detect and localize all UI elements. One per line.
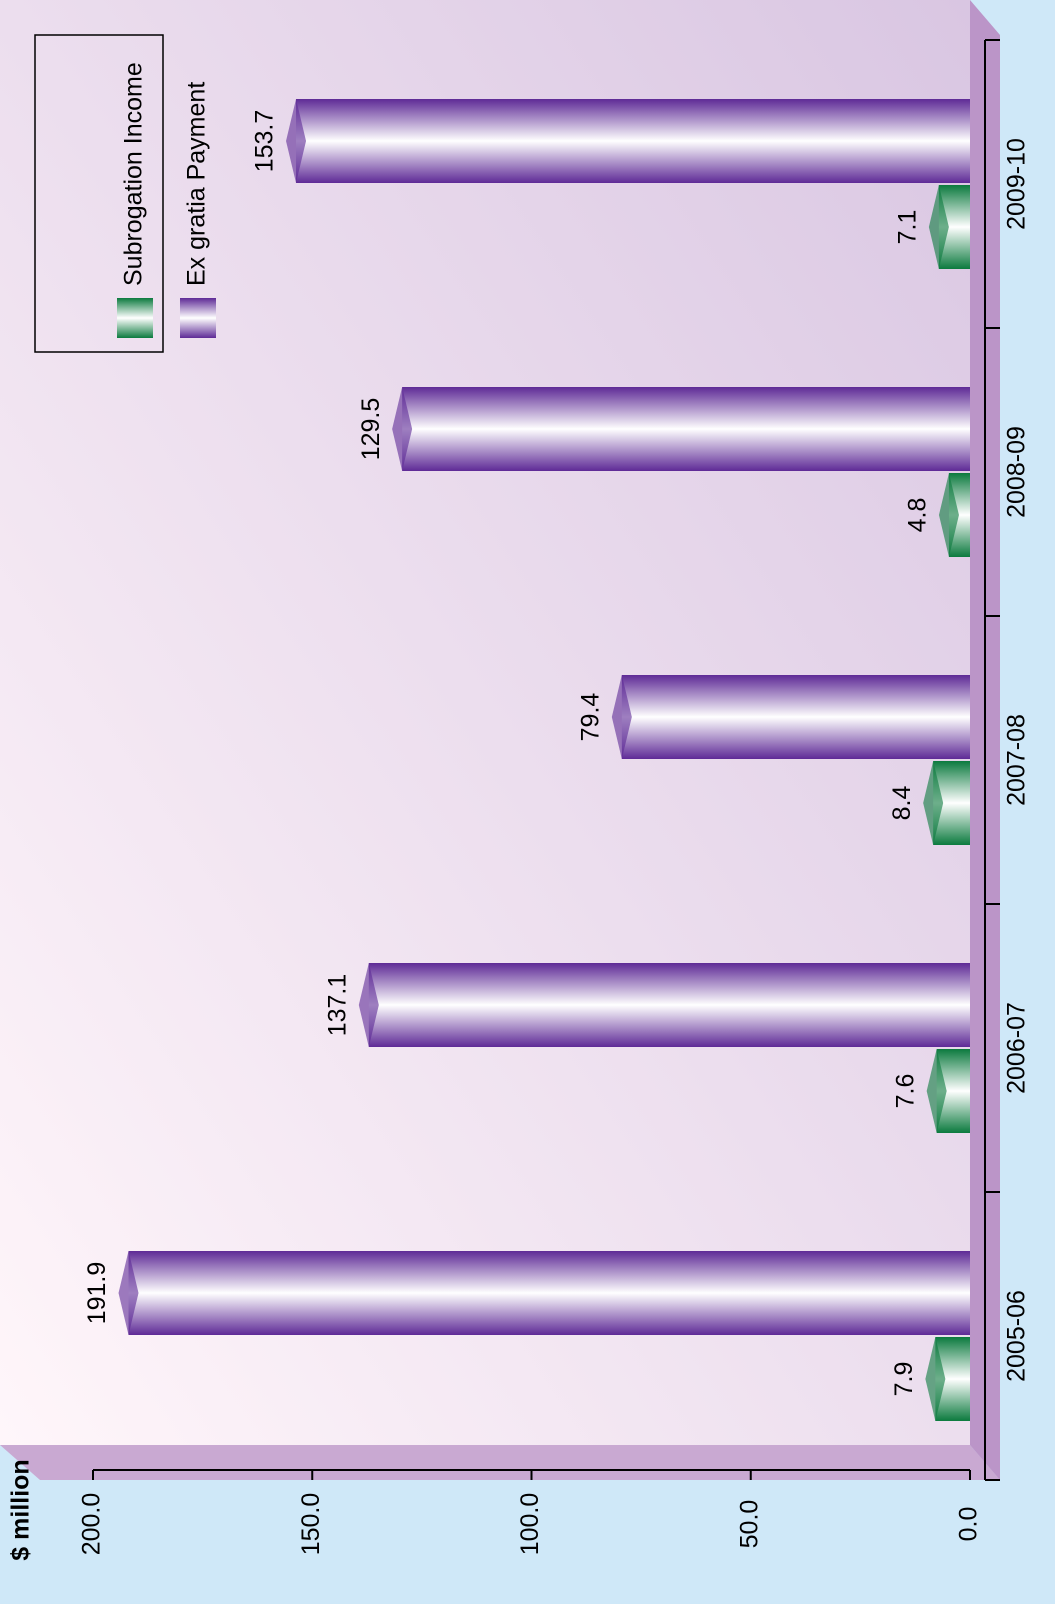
legend-label: Ex gratia Payment [183,82,211,286]
bar [402,387,970,471]
y-tick-label: 150.0 [297,1493,325,1556]
bar [938,185,971,269]
value-label: 8.4 [888,786,916,821]
bar-cap [923,761,944,845]
bar-cap [358,963,379,1047]
y-tick-label: 50.0 [735,1500,763,1549]
legend [34,34,164,353]
x-tick-label: 2006-07 [1003,1002,1031,1094]
legend-swatch [117,298,153,338]
legend-label: Subrogation Income [120,62,148,286]
back-wall [0,0,970,1445]
bar [368,963,970,1047]
value-label: 4.8 [904,498,932,533]
bar-cap [938,473,959,557]
value-label: 191.9 [83,1262,111,1325]
value-label: 137.1 [323,974,351,1037]
value-label: 153.7 [251,110,279,173]
value-label: 7.9 [890,1362,918,1397]
bar [936,1049,971,1133]
x-tick-label: 2007-08 [1003,714,1031,806]
value-label: 129.5 [357,398,385,461]
bar [621,675,970,759]
bar [948,473,971,557]
bar [933,761,971,845]
bar-cap [926,1049,947,1133]
bar-cap [392,387,413,471]
bar-cap [925,1337,946,1421]
bar-cap [928,185,949,269]
rotated-plot: $ million 0.0 50.0 100.0 150.0 200.0 2005-06 7… [0,0,1031,1561]
value-label: 7.1 [893,210,921,245]
bar [128,1251,970,1335]
y-tick-label: 100.0 [516,1493,544,1556]
x-tick-label: 2008-09 [1003,426,1031,518]
y-tick-label: 200.0 [78,1493,106,1556]
y-tick-label: 0.0 [955,1507,983,1542]
value-label: 7.6 [891,1074,919,1109]
bar-cap [118,1251,139,1335]
side-wall [0,1445,1000,1480]
bar-cap [286,99,307,183]
value-label: 79.4 [576,693,604,742]
bar [935,1337,971,1421]
axis-title: $ million [7,1459,35,1560]
legend-swatch [180,298,216,338]
bar-cap [611,675,632,759]
bar [296,99,970,183]
x-tick-label: 2009-10 [1003,138,1031,230]
x-tick-label: 2005-06 [1003,1290,1031,1382]
